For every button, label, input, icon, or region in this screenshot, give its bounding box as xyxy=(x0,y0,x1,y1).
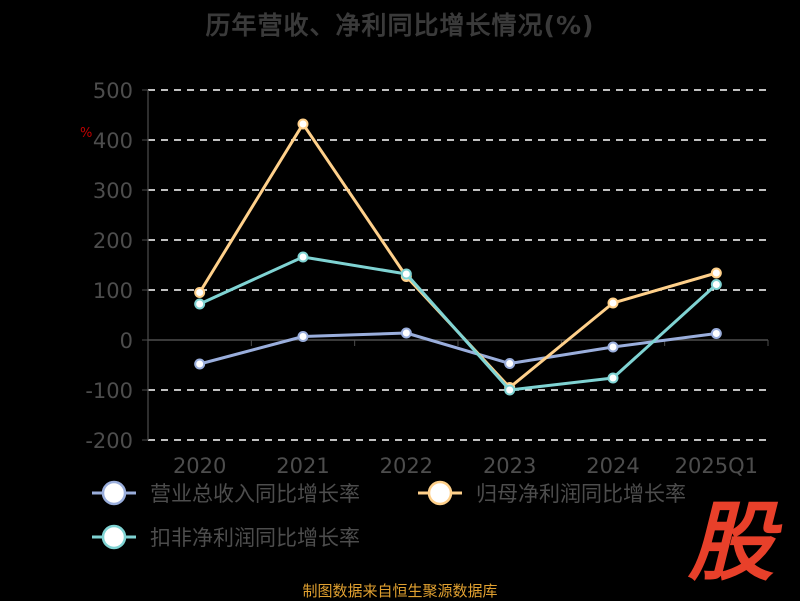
legend-marker xyxy=(101,524,127,550)
data-point xyxy=(297,331,309,342)
x-tick-label: 2022 xyxy=(380,454,433,478)
data-point xyxy=(194,298,206,310)
data-point xyxy=(504,358,516,369)
legend-marker xyxy=(427,480,453,506)
data-source-note: 制图数据来自恒生聚源数据库 xyxy=(302,582,498,600)
y-tick-label: 0 xyxy=(120,329,133,353)
axes xyxy=(147,90,768,440)
data-point xyxy=(710,328,722,339)
data-point xyxy=(607,372,619,384)
legend-item[interactable]: 营业总收入同比增长率 xyxy=(92,480,360,506)
x-tick-label: 2020 xyxy=(173,454,226,478)
data-point xyxy=(400,327,412,339)
brand-logo: 股 xyxy=(688,493,774,593)
y-tick-label: 300 xyxy=(93,179,133,203)
data-point xyxy=(607,297,619,309)
y-tick-label: 400 xyxy=(93,129,133,153)
data-point xyxy=(400,268,412,280)
y-tick-label: 100 xyxy=(93,279,133,303)
legend-item[interactable]: 扣非净利润同比增长率 xyxy=(92,524,360,550)
legend-item[interactable]: 归母净利润同比增长率 xyxy=(418,480,686,506)
data-point xyxy=(710,279,722,290)
data-point xyxy=(297,251,309,263)
data-point xyxy=(297,118,309,130)
legend-label: 归母净利润同比增长率 xyxy=(476,482,686,506)
legend-label: 扣非净利润同比增长率 xyxy=(150,526,360,550)
data-point xyxy=(194,358,206,370)
y-tick-label: -200 xyxy=(85,429,133,453)
legend-label: 营业总收入同比增长率 xyxy=(150,482,360,506)
y-tick-label: 200 xyxy=(93,229,133,253)
series-lines xyxy=(194,118,722,396)
series-line xyxy=(199,331,717,366)
x-axis-ticks: 2020 2021 2022 2023 2024 2025Q1 xyxy=(147,340,769,478)
legend-marker xyxy=(101,480,127,506)
y-tick-label: 500 xyxy=(93,79,133,103)
data-point xyxy=(710,267,722,279)
y-axis-unit: % xyxy=(80,126,92,141)
data-point xyxy=(504,384,516,396)
gridlines xyxy=(148,89,768,441)
x-tick-label: 2024 xyxy=(586,454,639,478)
series-line xyxy=(199,255,718,392)
y-tick-label: -100 xyxy=(85,379,133,403)
x-tick-label: 2021 xyxy=(276,454,329,478)
y-axis-ticks: -200 -100 0 100 200 300 400 500 xyxy=(85,79,148,453)
data-point xyxy=(607,341,619,353)
chart-title: 历年营收、净利同比增长情况(%) xyxy=(205,11,595,40)
x-tick-label: 2025Q1 xyxy=(675,454,758,478)
data-point xyxy=(194,287,206,298)
x-tick-label: 2023 xyxy=(483,454,536,478)
